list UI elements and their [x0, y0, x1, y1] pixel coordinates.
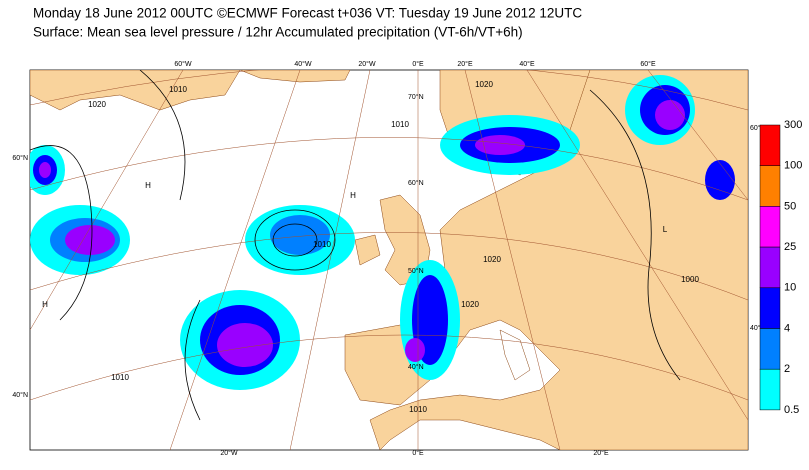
colorbar-label: 300	[784, 119, 802, 131]
latitude-labels-right: 60°N	[750, 124, 766, 132]
longitude-labels-top: 0°E	[412, 60, 424, 68]
colorbar-segment	[759, 368, 781, 411]
colorbar-label: 10	[784, 282, 796, 294]
colorbar-label: 25	[784, 241, 796, 253]
longitude-labels-bottom: 20°E	[593, 449, 609, 457]
longitude-labels-bottom: 20°W	[220, 449, 238, 457]
latitude-labels-left: 40°N	[12, 391, 28, 399]
colorbar-segment	[759, 206, 781, 248]
colorbar-segment	[759, 287, 781, 329]
isobar-labels: 1020	[483, 255, 501, 264]
precipitation	[30, 75, 735, 390]
colorbar-label: 50	[784, 200, 796, 212]
longitude-labels-top: 40°W	[294, 60, 312, 68]
colorbar-label: 0.5	[784, 404, 799, 416]
colorbar-segment	[759, 165, 781, 207]
isobar-labels: 1020	[461, 300, 479, 309]
isobar-labels: 1010	[313, 240, 331, 249]
latitude-labels-right: 40°N	[750, 324, 766, 332]
isobar-labels: 1010	[169, 85, 187, 94]
high-labels: L	[663, 225, 668, 234]
graticule	[30, 70, 748, 450]
longitude-labels-top: 40°E	[519, 60, 535, 68]
isobar-labels: 1000	[681, 275, 699, 284]
longitude-labels-top: 20°W	[358, 60, 376, 68]
latitude-labels-inner: 70°N	[408, 93, 424, 101]
latitude-labels-inner: 60°N	[408, 179, 424, 187]
map	[29, 69, 749, 451]
isobars	[30, 70, 681, 421]
latitude-labels-inner: 40°N	[408, 363, 424, 371]
longitude-labels-top: 20°E	[457, 60, 473, 68]
latitude-labels-inner: 50°N	[408, 267, 424, 275]
latitude-labels-left: 60°N	[12, 154, 28, 162]
subtitle: Surface: Mean sea level pressure / 12hr …	[33, 25, 523, 40]
isobar-labels: 1010	[391, 120, 409, 129]
title: Monday 18 June 2012 00UTC ©ECMWF Forecas…	[33, 6, 582, 21]
colorbar-segment	[759, 328, 781, 370]
colorbar-segment	[759, 246, 781, 289]
isobar-labels: 1020	[475, 80, 493, 89]
longitude-labels-top: 60°W	[174, 60, 192, 68]
colorbar-segment	[759, 124, 781, 166]
longitude-labels-top: 60°E	[640, 60, 656, 68]
longitude-labels-bottom: 0°E	[412, 449, 424, 457]
isobar-labels: 1010	[111, 373, 129, 382]
isobar-labels: 1020	[88, 100, 106, 109]
isobar-labels: 1010	[409, 405, 427, 414]
colorbar-label: 100	[784, 160, 802, 172]
high-labels: H	[145, 181, 151, 190]
colorbar-label: 2	[784, 363, 790, 375]
colorbar-label: 4	[784, 322, 790, 334]
high-labels: H	[350, 191, 356, 200]
high-labels: H	[42, 300, 48, 309]
